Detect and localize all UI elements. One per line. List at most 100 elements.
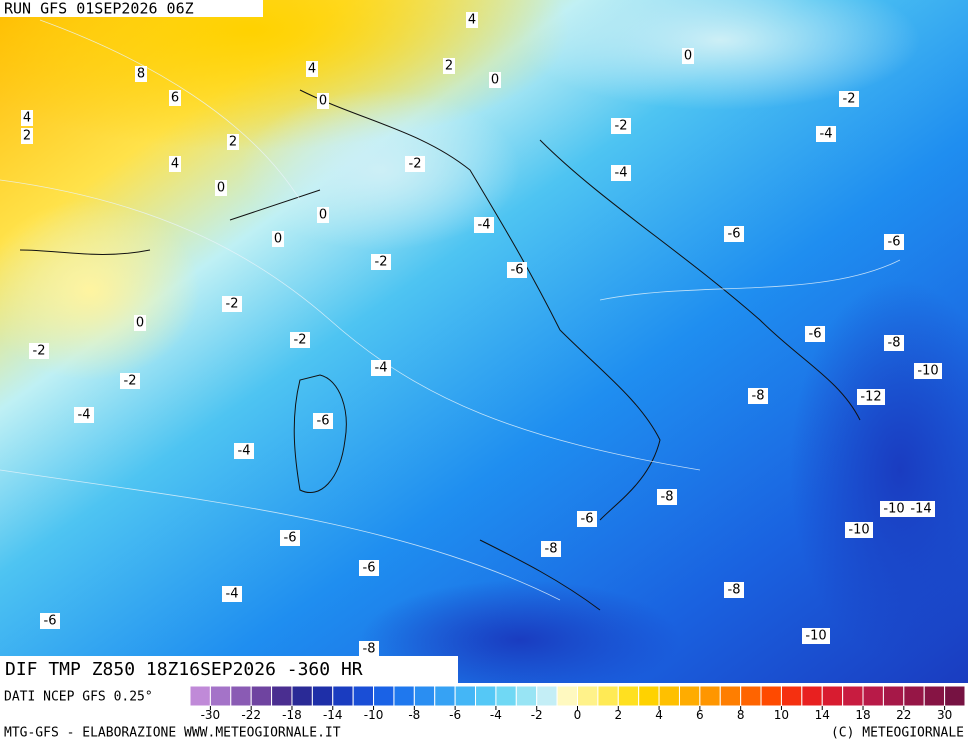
- contour-label-bg: [272, 231, 284, 247]
- map-field: [0, 0, 968, 700]
- contour-label: -2: [375, 255, 388, 270]
- field-box: [0, 656, 458, 683]
- contour-label: 0: [319, 94, 327, 109]
- contour-label: 8: [137, 67, 145, 82]
- contour-label: -6: [44, 614, 57, 629]
- colorbar-swatch: [311, 685, 334, 707]
- contour-label-bg: [657, 489, 677, 505]
- contour-label-bg: [135, 66, 147, 82]
- contour-label-bg: [222, 586, 242, 602]
- colorbar-swatch: [373, 685, 395, 707]
- colorbar-label: 14: [815, 708, 830, 722]
- contour-label-bg: [317, 207, 329, 223]
- contour-label-bg: [74, 407, 94, 423]
- contour-label-bg: [466, 12, 478, 28]
- colorbar-swatch: [658, 685, 680, 707]
- colorbar-swatch: [189, 685, 211, 707]
- contour-label: -10: [805, 629, 826, 644]
- colorbar-swatch: [475, 685, 497, 707]
- contour-label-bg: [884, 234, 904, 250]
- contour-label: -10: [848, 523, 869, 538]
- contour-label: -2: [124, 374, 137, 389]
- contour-label-bg: [748, 388, 768, 404]
- colorbar-swatch: [454, 685, 477, 707]
- colorbar-label: 6: [696, 708, 704, 722]
- contour-label: 2: [23, 129, 31, 144]
- contour-label-bg: [359, 560, 379, 576]
- contour-label: 4: [468, 13, 476, 28]
- run-label: RUN GFS 01SEP2026 06Z: [4, 0, 194, 18]
- colorbar-label: 18: [855, 708, 870, 722]
- colorbar-swatch: [699, 685, 721, 707]
- contour-label: -2: [226, 297, 239, 312]
- contour-label: -6: [363, 561, 376, 576]
- contour-label-bg: [907, 501, 935, 517]
- colorbar-swatch: [597, 685, 619, 707]
- colorbar-swatch: [209, 685, 232, 707]
- run-box: [0, 0, 263, 17]
- colorbar-label: -4: [490, 708, 502, 722]
- colorbar-swatch: [413, 685, 436, 707]
- colorbar-swatch: [271, 685, 293, 707]
- contour-label: -4: [820, 127, 833, 142]
- contour-label: -8: [363, 642, 376, 657]
- contour-label: -14: [910, 502, 931, 517]
- colorbar-swatch: [250, 685, 273, 707]
- contour-label: 2: [445, 59, 453, 74]
- contour-label-bg: [724, 226, 744, 242]
- contour-label-bg: [724, 582, 744, 598]
- contour-label-bg: [611, 165, 631, 181]
- contour-label: -8: [752, 389, 765, 404]
- contour-label-bg: [290, 332, 310, 348]
- contour-label-bg: [40, 613, 60, 629]
- contour-label: -10: [883, 502, 904, 517]
- contour-label: -4: [478, 218, 491, 233]
- colorbar-swatch: [821, 685, 844, 707]
- contour-label: 0: [274, 232, 282, 247]
- contour-label-bg: [507, 262, 527, 278]
- colorbar-label: -18: [282, 708, 302, 722]
- colorbar-swatch: [678, 685, 701, 707]
- colorbar-swatch: [638, 685, 660, 707]
- contour-label: -4: [238, 444, 251, 459]
- contour-label-bg: [134, 315, 146, 331]
- contour-label: 0: [684, 49, 692, 64]
- colorbar-swatch: [556, 685, 579, 707]
- copyright-label: (C) METEOGIORNALE: [831, 726, 964, 741]
- contour-label-bg: [215, 180, 227, 196]
- contour-label: -2: [615, 119, 628, 134]
- contour-label-bg: [371, 360, 391, 376]
- contour-label-bg: [120, 373, 140, 389]
- contour-label-bg: [29, 343, 49, 359]
- contour-label: 2: [229, 135, 237, 150]
- contour-label-bg: [371, 254, 391, 270]
- contour-label-bg: [405, 156, 425, 172]
- contour-label-bg: [816, 126, 836, 142]
- colorbar-label: -22: [241, 708, 261, 722]
- colorbar-swatch: [230, 685, 252, 707]
- colorbar-swatch: [352, 685, 375, 707]
- colorbar-swatch: [515, 685, 538, 707]
- contour-label-bg: [359, 641, 379, 657]
- contour-label-bg: [169, 156, 181, 172]
- contour-label: -12: [860, 390, 881, 405]
- contour-label: 0: [491, 73, 499, 88]
- contour-label: -2: [409, 157, 422, 172]
- contour-label: 0: [319, 208, 327, 223]
- colorbar-swatch: [536, 685, 558, 707]
- colorbar-swatch: [760, 685, 782, 707]
- contour-label: -4: [615, 166, 628, 181]
- contour-label-bg: [21, 110, 33, 126]
- contour-label: -8: [661, 490, 674, 505]
- colorbar-swatch: [291, 685, 313, 707]
- credit-label: MTG-GFS - ELABORAZIONE WWW.METEOGIORNALE…: [4, 726, 341, 741]
- colorbar-swatch: [842, 685, 864, 707]
- contour-label: 4: [308, 62, 316, 77]
- colorbar-swatch: [434, 685, 456, 707]
- contour-label-bg: [577, 511, 597, 527]
- contour-label-bg: [857, 389, 885, 405]
- contour-label-bg: [682, 48, 694, 64]
- colorbar-label: 4: [655, 708, 663, 722]
- colorbar-label: 0: [574, 708, 582, 722]
